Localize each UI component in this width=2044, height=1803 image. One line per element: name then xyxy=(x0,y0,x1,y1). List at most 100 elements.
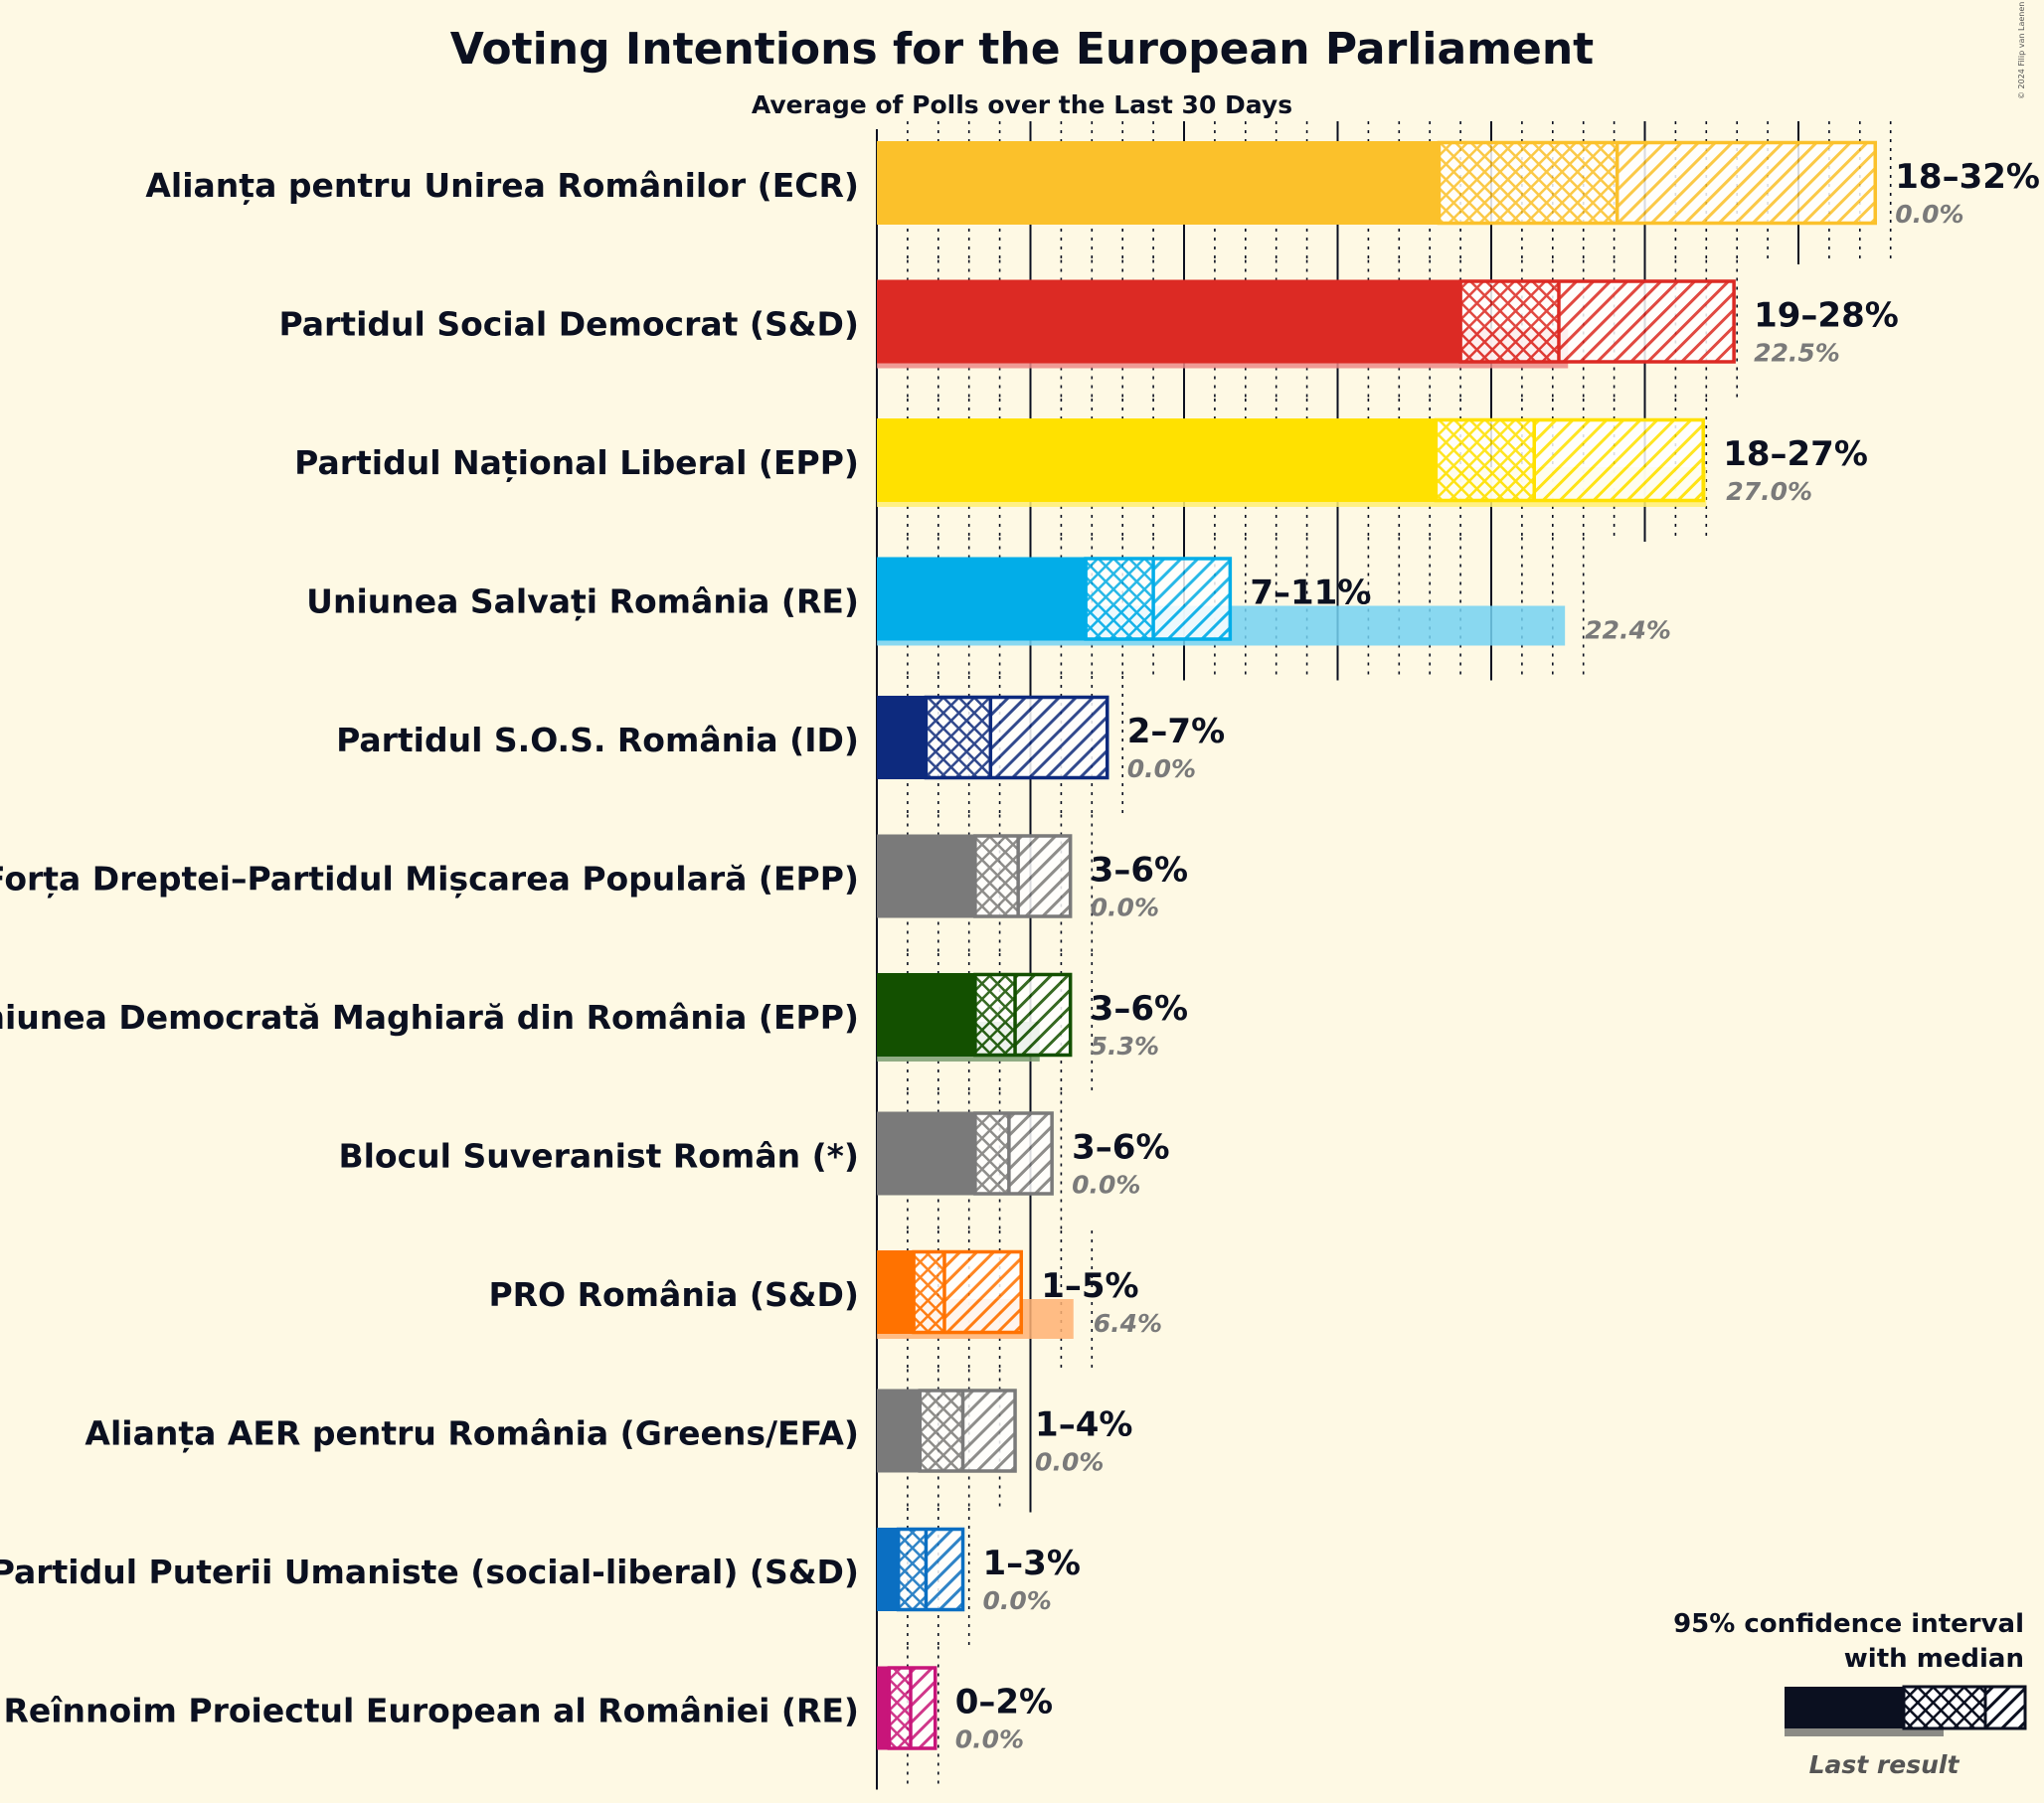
ci-solid-bar xyxy=(877,1528,899,1611)
ci-upper-hatch xyxy=(962,1389,1016,1473)
ci-solid-bar xyxy=(877,1111,975,1196)
ci-outline xyxy=(1434,417,1705,503)
ci-lower-crosshatch xyxy=(920,1389,963,1473)
last-result-label: 0.0% xyxy=(955,1725,1024,1754)
party-label: Uniunea Salvați România (RE) xyxy=(306,582,859,621)
ci-upper-hatch xyxy=(1018,834,1071,918)
last-result-label: 0.0% xyxy=(1072,1171,1140,1200)
ci-outline xyxy=(1458,279,1736,364)
ci-upper-hatch xyxy=(943,1250,1022,1334)
ci-outline xyxy=(1084,557,1233,641)
ci-lower-crosshatch xyxy=(974,1111,1009,1196)
range-label: 0–2% xyxy=(955,1683,1053,1722)
ci-solid-bar xyxy=(877,1666,890,1750)
range-label: 1–5% xyxy=(1041,1266,1138,1306)
last-result-label: 5.3% xyxy=(1091,1032,1159,1061)
legend-crosshatch xyxy=(1902,1685,1987,1730)
chart-title: Voting Intentions for the European Parli… xyxy=(450,24,1594,75)
ci-outline xyxy=(973,834,1073,918)
last-result-label: 0.0% xyxy=(1895,200,1963,229)
legend-solid-bar xyxy=(1785,1687,1904,1728)
legend-ci-label: 95% confidence interval xyxy=(1673,1609,2024,1639)
last-result-label: 0.0% xyxy=(1091,894,1159,922)
range-label: 2–7% xyxy=(1127,712,1225,751)
party-row: Partidul Puterii Umaniste (social-libera… xyxy=(0,1527,1081,1615)
ci-solid-bar xyxy=(877,973,975,1057)
last-result-label: 22.4% xyxy=(1585,616,1671,645)
ci-lower-crosshatch xyxy=(1436,418,1535,502)
party-label: Partidul Național Liberal (EPP) xyxy=(294,443,859,482)
party-row: Partidul Social Democrat (S&D) 19–28% 22.5… xyxy=(278,279,1899,369)
ci-upper-hatch xyxy=(1617,141,1876,225)
party-row: Uniunea Democrată Maghiară din România (… xyxy=(0,972,1188,1062)
ci-lower-crosshatch xyxy=(1086,557,1154,641)
range-label: 3–6% xyxy=(1091,989,1188,1029)
last-result-label: 0.0% xyxy=(983,1586,1052,1615)
legend-median-label: with median xyxy=(1844,1644,2024,1674)
ci-outline xyxy=(1437,140,1877,226)
party-label: Blocul Suveranist Român (*) xyxy=(338,1137,859,1176)
ci-upper-hatch xyxy=(1534,418,1704,502)
party-row: PRO România (S&D) 1–5% 6.4% xyxy=(488,1249,1162,1339)
legend: 95% confidence interval with median Last… xyxy=(1673,1609,2027,1779)
party-row: Blocul Suveranist Român (*) 3–6% 0.0% xyxy=(338,1111,1170,1200)
range-label: 18–32% xyxy=(1895,157,2040,197)
ci-solid-bar xyxy=(877,557,1087,641)
party-row: Uniunea Salvați România (RE) 7–11% 22.4% xyxy=(306,557,1671,646)
ci-solid-bar xyxy=(877,834,975,918)
range-label: 3–6% xyxy=(1091,851,1188,891)
party-label: Partidul Social Democrat (S&D) xyxy=(278,305,859,344)
ci-upper-hatch xyxy=(1153,557,1231,641)
ci-lower-crosshatch xyxy=(926,696,991,779)
ci-upper-hatch xyxy=(1015,973,1071,1057)
range-label: 7–11% xyxy=(1250,574,1371,613)
chart-subtitle: Average of Polls over the Last 30 Days xyxy=(752,90,1292,119)
party-label: Alianța AER pentru România (Greens/EFA) xyxy=(85,1414,859,1453)
ci-outline xyxy=(973,972,1073,1058)
ci-lower-crosshatch xyxy=(974,973,1016,1057)
ci-lower-crosshatch xyxy=(898,1528,927,1611)
party-label: Reînnoim Proiectul European al României … xyxy=(3,1692,859,1730)
ci-solid-bar xyxy=(877,279,1461,364)
ci-solid-bar xyxy=(877,1250,915,1334)
legend-last-result-label: Last result xyxy=(1809,1750,1960,1779)
ci-lower-crosshatch xyxy=(889,1666,911,1750)
ci-upper-hatch xyxy=(1008,1111,1053,1196)
ci-upper-hatch xyxy=(990,696,1107,779)
party-label: Partidul S.O.S. România (ID) xyxy=(336,721,859,759)
ci-upper-hatch xyxy=(910,1666,936,1750)
party-label: PRO România (S&D) xyxy=(488,1275,859,1314)
ci-lower-crosshatch xyxy=(1439,141,1618,225)
ci-solid-bar xyxy=(877,141,1440,225)
grid-lines xyxy=(876,121,1892,1790)
ci-outline xyxy=(912,1249,1023,1335)
ci-lower-crosshatch xyxy=(914,1250,944,1334)
party-row: Partidul S.O.S. România (ID) 2–7% 0.0% xyxy=(336,695,1225,783)
last-result-label: 0.0% xyxy=(1127,754,1196,783)
last-result-label: 27.0% xyxy=(1726,477,1812,506)
last-result-label: 22.5% xyxy=(1754,339,1840,368)
last-result-label: 0.0% xyxy=(1035,1448,1104,1477)
party-row: Alianța AER pentru România (Greens/EFA) 1… xyxy=(85,1389,1132,1477)
copyright-notice: © 2024 Filip van Laenen xyxy=(2017,2,2026,99)
range-label: 1–4% xyxy=(1035,1405,1132,1445)
party-label: Forța Dreptei–Partidul Mișcarea Populară… xyxy=(0,860,859,899)
ci-outline xyxy=(896,1527,965,1612)
bars-layer: Alianța pentru Unirea Românilor (ECR) 18–… xyxy=(0,140,2040,1754)
ci-lower-crosshatch xyxy=(974,834,1019,918)
ci-lower-crosshatch xyxy=(1460,279,1559,364)
party-row: Partidul Național Liberal (EPP) 18–27% 27.… xyxy=(294,417,1868,507)
ci-solid-bar xyxy=(877,696,927,779)
party-row: Forța Dreptei–Partidul Mișcarea Populară… xyxy=(0,834,1188,922)
range-label: 1–3% xyxy=(983,1544,1081,1583)
last-result-label: 6.4% xyxy=(1094,1309,1162,1338)
party-label: Partidul Puterii Umaniste (social-libera… xyxy=(0,1553,859,1591)
party-row: Reînnoim Proiectul European al României … xyxy=(3,1666,1053,1754)
ci-outline xyxy=(973,1111,1054,1196)
ci-outline xyxy=(918,1389,1017,1473)
party-row: Alianța pentru Unirea Românilor (ECR) 18–… xyxy=(145,140,2040,229)
party-label: Alianța pentru Unirea Românilor (ECR) xyxy=(145,166,859,205)
legend-diagonal-hatch xyxy=(1983,1685,2027,1730)
ci-upper-hatch xyxy=(1558,279,1735,364)
